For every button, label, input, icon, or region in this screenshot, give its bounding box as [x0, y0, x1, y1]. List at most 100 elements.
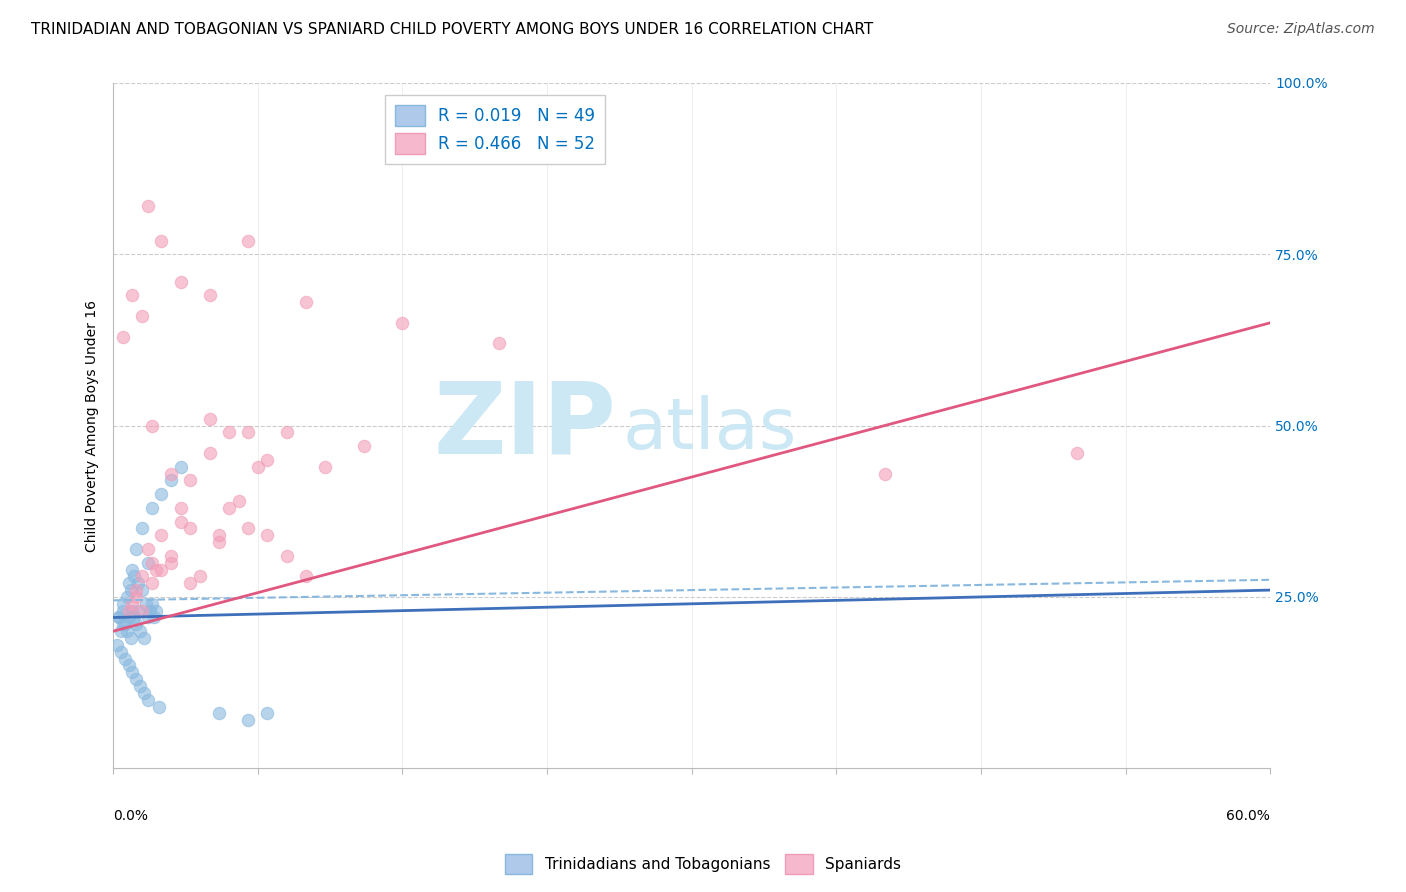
Point: [238, 714, 260, 728]
Point: [391, 316, 413, 330]
Point: [125, 590, 148, 604]
Point: [111, 597, 134, 611]
Point: [246, 459, 269, 474]
Point: [136, 610, 159, 624]
Point: [208, 528, 231, 542]
Point: [129, 624, 152, 639]
Point: [170, 515, 193, 529]
Point: [198, 411, 221, 425]
Point: [141, 418, 163, 433]
Point: [110, 624, 132, 639]
Point: [120, 631, 142, 645]
Point: [125, 583, 148, 598]
Point: [136, 541, 159, 556]
Point: [117, 576, 139, 591]
Point: [142, 610, 165, 624]
Point: [117, 604, 139, 618]
Point: [115, 624, 138, 639]
Point: [114, 617, 136, 632]
Point: [141, 597, 163, 611]
Point: [131, 309, 153, 323]
Point: [873, 467, 896, 481]
Point: [105, 638, 128, 652]
Text: 60.0%: 60.0%: [1226, 809, 1270, 823]
Point: [121, 665, 143, 680]
Point: [136, 556, 159, 570]
Point: [150, 234, 173, 248]
Text: atlas: atlas: [623, 394, 797, 464]
Point: [132, 686, 155, 700]
Point: [108, 610, 131, 624]
Point: [238, 234, 260, 248]
Point: [256, 528, 278, 542]
Point: [108, 610, 131, 624]
Point: [121, 597, 143, 611]
Text: ZIP: ZIP: [433, 377, 616, 475]
Point: [353, 439, 375, 453]
Point: [218, 425, 240, 440]
Point: [179, 521, 201, 535]
Point: [121, 562, 143, 576]
Point: [110, 645, 132, 659]
Y-axis label: Child Poverty Among Boys Under 16: Child Poverty Among Boys Under 16: [86, 300, 100, 551]
Point: [120, 583, 142, 598]
Point: [208, 706, 231, 721]
Point: [111, 604, 134, 618]
Point: [141, 500, 163, 515]
Point: [1066, 446, 1088, 460]
Point: [136, 199, 159, 213]
Point: [131, 604, 153, 618]
Point: [111, 329, 134, 343]
Point: [218, 500, 240, 515]
Point: [150, 562, 173, 576]
Point: [148, 699, 170, 714]
Point: [256, 706, 278, 721]
Point: [179, 576, 201, 591]
Point: [145, 604, 167, 618]
Point: [170, 500, 193, 515]
Point: [139, 604, 162, 618]
Point: [150, 487, 173, 501]
Point: [150, 528, 173, 542]
Point: [125, 617, 148, 632]
Point: [117, 658, 139, 673]
Point: [238, 521, 260, 535]
Point: [127, 604, 149, 618]
Point: [160, 467, 183, 481]
Point: [125, 541, 148, 556]
Point: [115, 590, 138, 604]
Point: [132, 631, 155, 645]
Text: TRINIDADIAN AND TOBAGONIAN VS SPANIARD CHILD POVERTY AMONG BOYS UNDER 16 CORRELA: TRINIDADIAN AND TOBAGONIAN VS SPANIARD C…: [31, 22, 873, 37]
Point: [124, 569, 146, 583]
Point: [136, 692, 159, 706]
Point: [160, 549, 183, 563]
Point: [141, 556, 163, 570]
Point: [121, 604, 143, 618]
Point: [238, 425, 260, 440]
Point: [129, 679, 152, 693]
Point: [131, 521, 153, 535]
Point: [228, 494, 250, 508]
Point: [276, 425, 298, 440]
Point: [124, 610, 146, 624]
Point: [188, 569, 211, 583]
Point: [256, 453, 278, 467]
Point: [295, 569, 318, 583]
Point: [198, 446, 221, 460]
Point: [121, 288, 143, 302]
Point: [111, 617, 134, 632]
Point: [127, 576, 149, 591]
Point: [179, 474, 201, 488]
Point: [135, 597, 157, 611]
Point: [170, 459, 193, 474]
Point: [145, 562, 167, 576]
Text: Source: ZipAtlas.com: Source: ZipAtlas.com: [1227, 22, 1375, 37]
Point: [295, 295, 318, 310]
Point: [117, 610, 139, 624]
Point: [131, 583, 153, 598]
Point: [114, 651, 136, 665]
Point: [276, 549, 298, 563]
Point: [170, 275, 193, 289]
Point: [141, 576, 163, 591]
Point: [125, 672, 148, 686]
